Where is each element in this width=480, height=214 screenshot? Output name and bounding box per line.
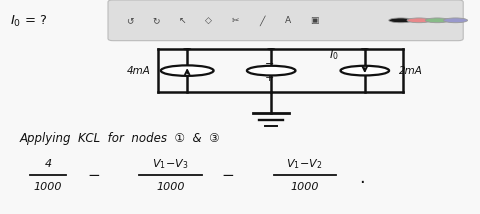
Text: 6V: 6V: [266, 67, 281, 77]
Ellipse shape: [361, 48, 369, 50]
Text: −: −: [222, 168, 234, 183]
Text: ✂: ✂: [231, 16, 239, 25]
Text: ↻: ↻: [152, 16, 160, 25]
Text: ╱: ╱: [259, 15, 264, 26]
Ellipse shape: [161, 65, 214, 76]
Ellipse shape: [183, 48, 191, 50]
Text: 1000: 1000: [156, 182, 185, 192]
Text: −: −: [264, 59, 274, 69]
Text: ↺: ↺: [126, 16, 133, 25]
Text: 4: 4: [45, 159, 51, 169]
Text: .: .: [360, 169, 365, 187]
Text: 2mA: 2mA: [398, 66, 422, 76]
Text: +: +: [264, 73, 274, 83]
Ellipse shape: [340, 66, 389, 76]
Text: $V_1\!-\!V_3$: $V_1\!-\!V_3$: [152, 157, 189, 171]
Ellipse shape: [407, 18, 431, 23]
Text: $\mathit{I_0}$ = ?: $\mathit{I_0}$ = ?: [10, 14, 48, 29]
Text: Applying  KCL  for  nodes  ①  &  ③: Applying KCL for nodes ① & ③: [19, 132, 220, 144]
Text: ◇: ◇: [205, 16, 212, 25]
Ellipse shape: [247, 66, 296, 76]
Text: 1000: 1000: [34, 182, 62, 192]
Ellipse shape: [389, 18, 413, 23]
Ellipse shape: [444, 18, 468, 23]
Text: 1000: 1000: [290, 182, 319, 192]
Ellipse shape: [425, 18, 449, 23]
Text: −: −: [87, 168, 100, 183]
Text: A: A: [285, 16, 291, 25]
Text: ↖: ↖: [179, 16, 186, 25]
FancyBboxPatch shape: [108, 0, 463, 41]
Text: 4mA: 4mA: [127, 66, 151, 76]
Text: ▣: ▣: [310, 16, 319, 25]
Text: $V_1\!-\!V_2$: $V_1\!-\!V_2$: [287, 157, 323, 171]
Ellipse shape: [267, 48, 275, 50]
Text: $I_0$: $I_0$: [329, 48, 338, 62]
